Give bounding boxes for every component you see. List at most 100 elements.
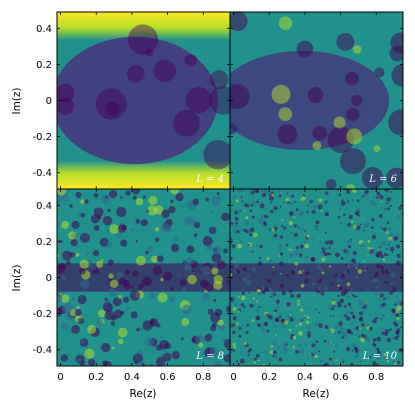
noise-speck [247, 243, 251, 247]
noise-speck [270, 344, 274, 348]
noise-speck [279, 261, 284, 266]
noise-speck [208, 226, 217, 235]
noise-speck [238, 280, 241, 282]
noise-speck [381, 241, 386, 246]
noise-speck [396, 253, 401, 258]
intensity-spot [230, 123, 237, 135]
noise-speck [307, 333, 312, 338]
noise-speck [367, 246, 370, 250]
noise-speck [340, 361, 344, 366]
noise-speck [123, 296, 130, 303]
noise-speck [240, 195, 243, 199]
noise-speck [238, 293, 241, 296]
noise-speck [272, 350, 278, 355]
noise-speck [354, 211, 359, 215]
noise-speck [376, 354, 382, 360]
noise-speck [381, 331, 385, 336]
heatmap-panel-L10 [230, 189, 403, 366]
intensity-spot [345, 71, 359, 86]
noise-speck [314, 354, 318, 359]
noise-speck [304, 278, 309, 283]
noise-speck [217, 260, 226, 270]
noise-speck [305, 271, 310, 276]
noise-speck [333, 357, 338, 361]
noise-speck [390, 272, 395, 277]
dark-spot [57, 83, 75, 103]
noise-speck [280, 318, 286, 324]
noise-speck [246, 323, 250, 327]
noise-speck [108, 288, 117, 297]
noise-speck [371, 234, 377, 240]
noise-speck [292, 346, 296, 349]
noise-speck [241, 291, 246, 295]
noise-speck [270, 209, 274, 214]
noise-speck [380, 224, 383, 227]
noise-speck [233, 345, 236, 349]
noise-speck [386, 201, 389, 205]
noise-speck [337, 303, 342, 308]
noise-speck [100, 194, 111, 204]
noise-speck [386, 231, 389, 234]
dark-spot [127, 24, 159, 55]
noise-speck [382, 281, 385, 284]
noise-speck [144, 337, 154, 347]
noise-speck [387, 207, 390, 211]
noise-speck [387, 264, 389, 267]
noise-speck [180, 337, 184, 341]
noise-speck [107, 208, 111, 213]
noise-speck [289, 317, 294, 322]
noise-speck [252, 297, 255, 300]
noise-speck [109, 279, 119, 288]
noise-speck [316, 264, 321, 270]
noise-speck [346, 190, 351, 194]
noise-speck [184, 216, 195, 227]
dark-spot [105, 101, 120, 116]
noise-speck [278, 244, 283, 249]
noise-speck [270, 292, 275, 298]
noise-speck [337, 284, 341, 287]
noise-speck [394, 335, 399, 341]
noise-speck [206, 245, 213, 252]
noise-speck [382, 302, 386, 307]
noise-speck [147, 205, 158, 216]
noise-speck [278, 255, 281, 257]
noise-speck [75, 252, 80, 257]
noise-speck [395, 233, 400, 238]
noise-speck [357, 269, 363, 274]
noise-speck [247, 352, 251, 356]
noise-speck [242, 277, 248, 282]
intensity-spot [346, 128, 363, 145]
noise-speck [351, 293, 354, 296]
noise-speck [281, 219, 284, 222]
noise-speck [241, 189, 243, 192]
noise-speck [295, 208, 299, 212]
noise-speck [337, 278, 341, 283]
noise-speck [250, 203, 254, 207]
noise-speck [382, 327, 385, 330]
noise-speck [239, 210, 242, 212]
noise-speck [183, 261, 187, 266]
noise-speck [301, 319, 304, 322]
noise-speck [308, 275, 312, 278]
noise-speck [268, 228, 271, 231]
noise-speck [61, 322, 70, 331]
noise-speck [231, 330, 236, 335]
noise-speck [257, 288, 261, 293]
noise-speck [258, 219, 263, 224]
noise-speck [329, 339, 332, 343]
noise-speck [386, 247, 388, 250]
noise-speck [213, 360, 222, 366]
noise-speck [274, 317, 280, 323]
noise-speck [382, 297, 386, 301]
noise-speck [303, 240, 308, 245]
noise-speck [280, 272, 282, 275]
noise-speck [112, 297, 122, 307]
noise-speck [170, 199, 174, 203]
noise-speck [342, 213, 346, 217]
noise-speck [347, 302, 352, 307]
noise-speck [334, 273, 338, 277]
noise-speck [92, 250, 100, 257]
noise-speck [172, 236, 178, 242]
noise-speck [132, 195, 137, 200]
noise-speck [260, 189, 266, 194]
